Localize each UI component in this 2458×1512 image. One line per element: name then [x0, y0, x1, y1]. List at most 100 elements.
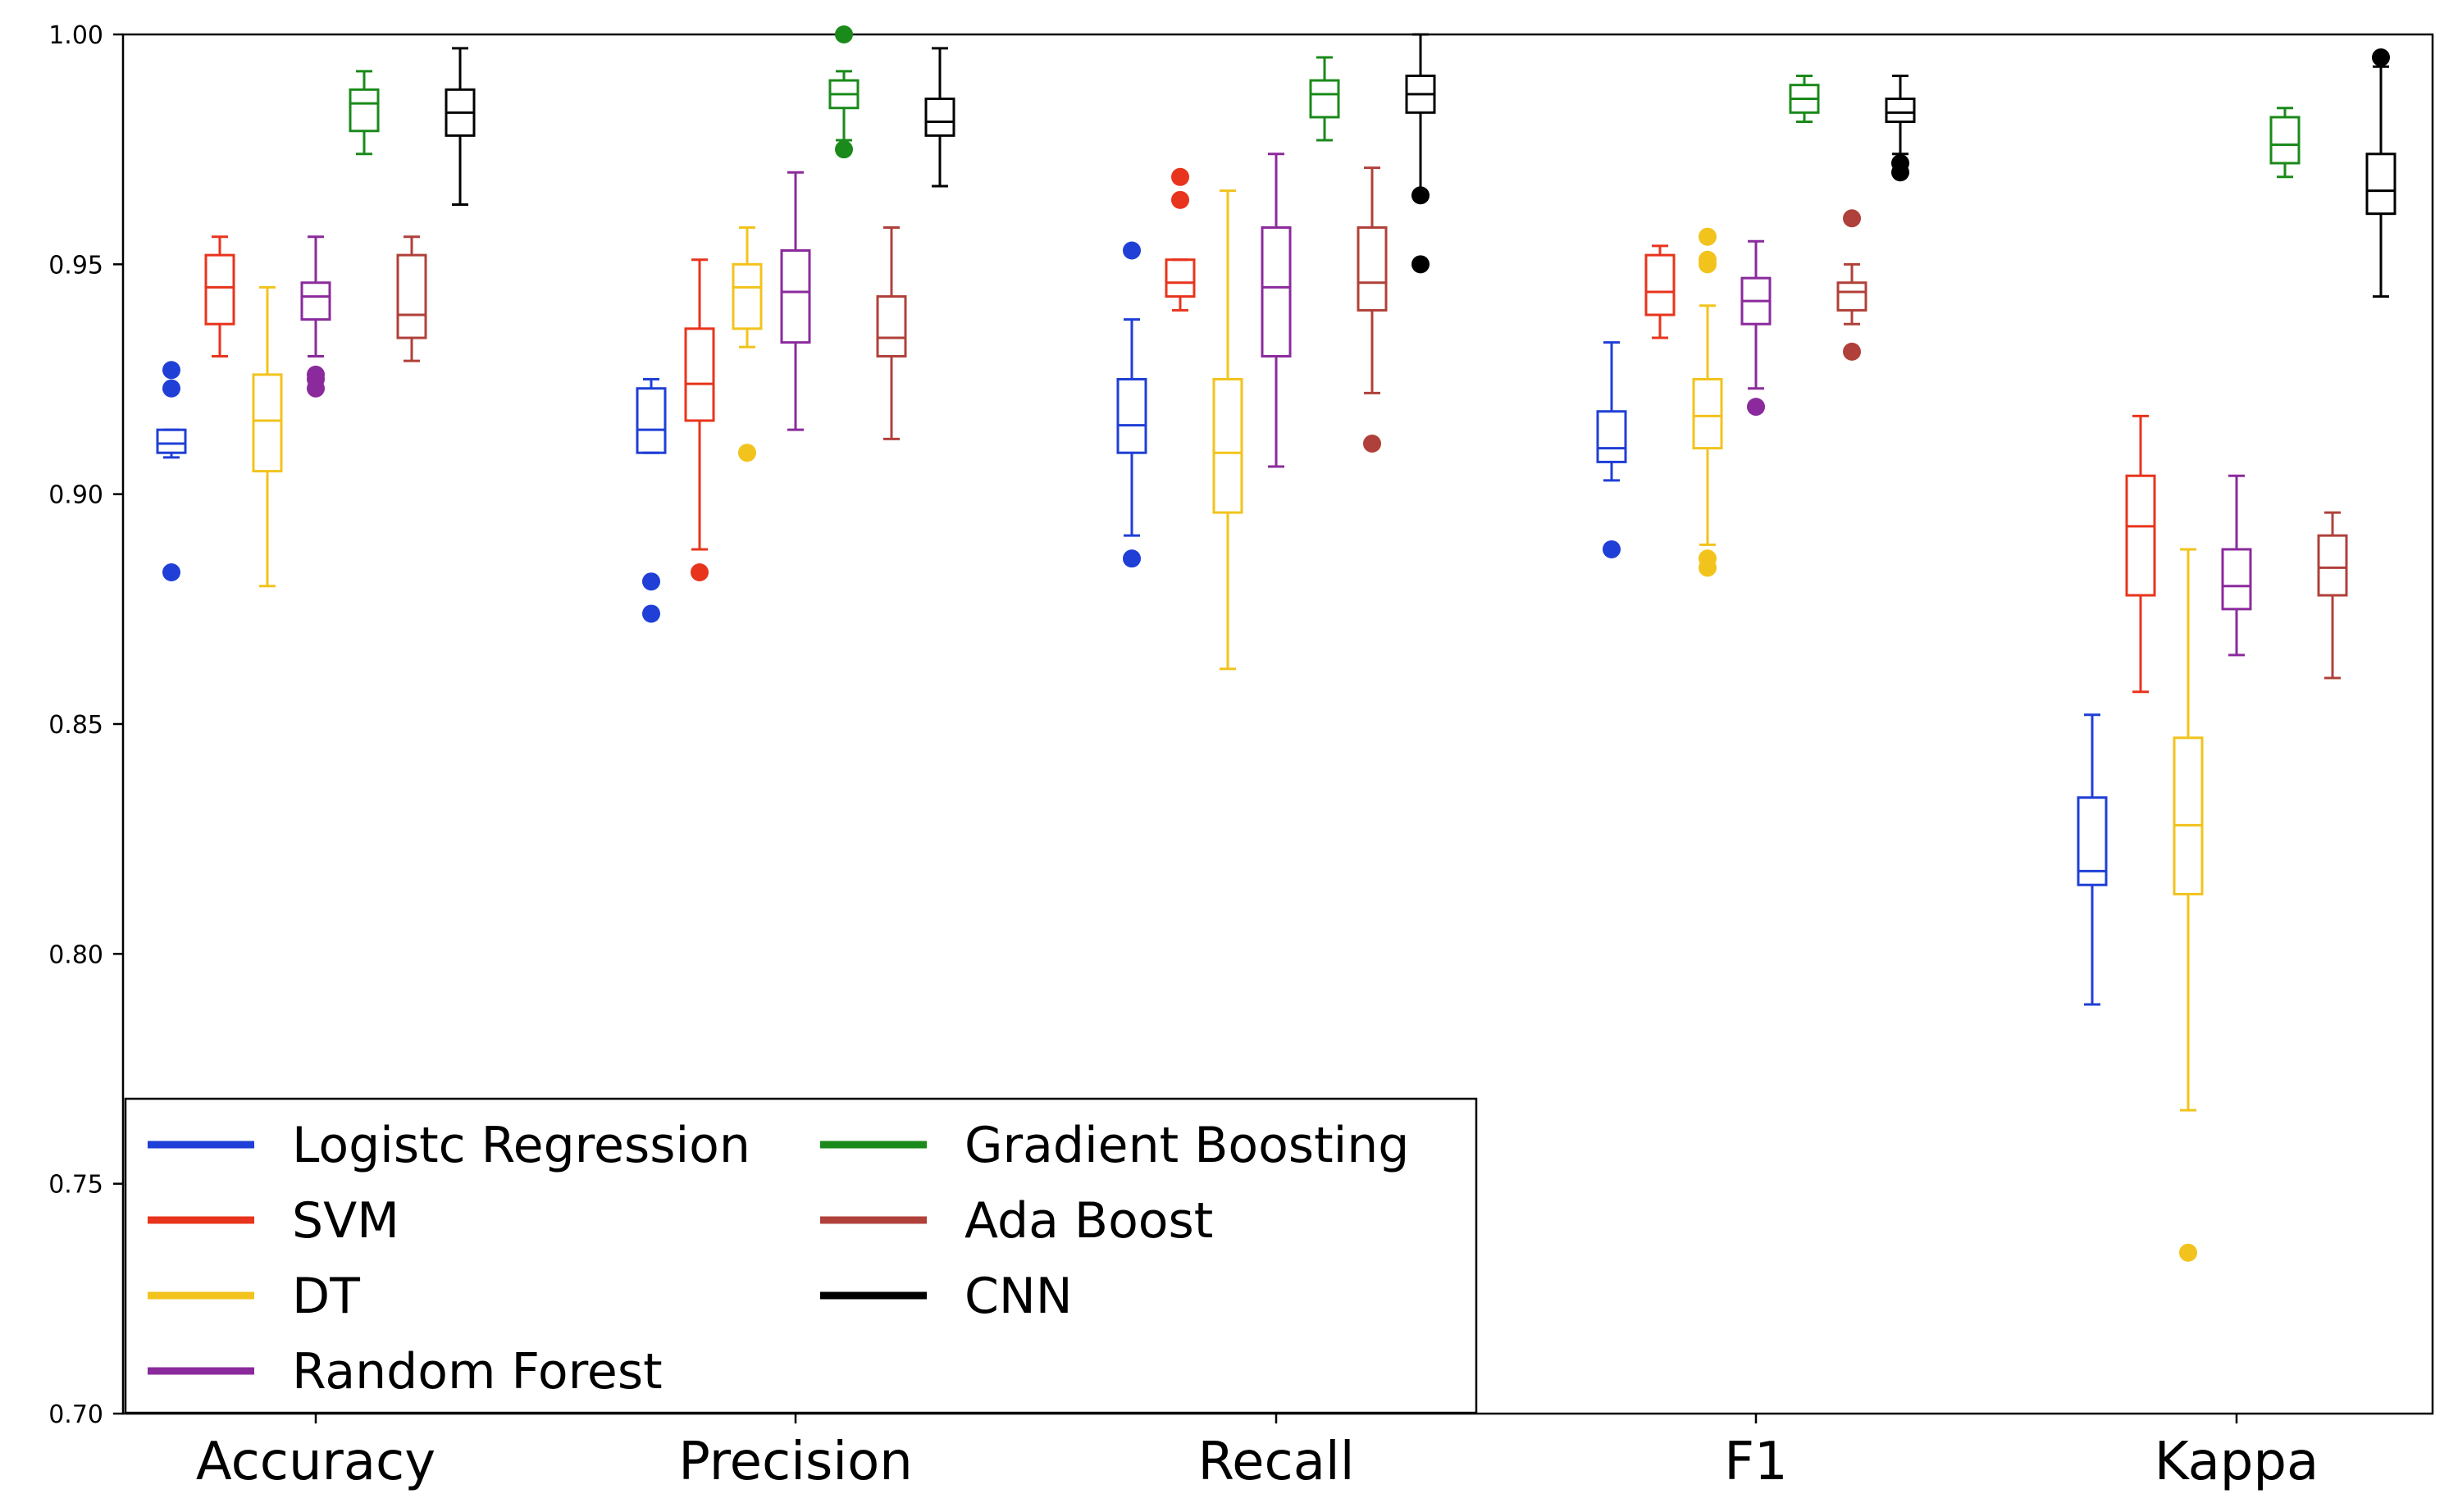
box-iqr [636, 387, 667, 454]
box-accuracy [396, 235, 427, 362]
box-series-group [156, 25, 2396, 1262]
box-iqr [684, 327, 715, 422]
y-tick-label: 0.85 [48, 711, 103, 740]
box-recall [1165, 167, 1196, 312]
box-iqr [1212, 378, 1243, 514]
box-iqr [876, 295, 907, 358]
box-recall [1261, 153, 1292, 468]
box-precision [924, 47, 955, 188]
outlier-point [1123, 549, 1141, 568]
box-iqr [2269, 116, 2301, 165]
legend-label: Logistc Regression [292, 1117, 750, 1174]
box-iqr [2317, 534, 2348, 597]
legend-item-dt: DT [148, 1268, 360, 1325]
box-precision [876, 225, 907, 440]
box-kappa [2125, 414, 2156, 694]
outlier-point [1843, 342, 1861, 361]
outlier-point [835, 140, 853, 159]
outlier-point [642, 604, 660, 623]
y-tick-label: 0.80 [48, 940, 103, 969]
outlier-point [1699, 255, 1717, 274]
box-accuracy [300, 235, 331, 398]
box-recall [1405, 33, 1436, 274]
outlier-point [1699, 558, 1717, 577]
series-cnn [445, 33, 2396, 298]
legend-item-logistc-regression: Logistc Regression [148, 1117, 750, 1174]
box-precision [636, 378, 667, 623]
outlier-point [307, 379, 325, 398]
outlier-point [1891, 163, 1909, 182]
box-iqr [349, 88, 380, 133]
box-kappa [2077, 713, 2108, 1006]
box-iqr [1357, 225, 1388, 312]
outlier-point [738, 444, 756, 462]
box-iqr [780, 249, 811, 344]
box-iqr [2125, 474, 2156, 597]
outlier-point [2179, 1243, 2197, 1262]
box-iqr [732, 262, 763, 330]
box-f1 [1885, 74, 1916, 182]
box-f1 [1692, 227, 1723, 577]
box-iqr [1836, 281, 1867, 312]
legend-item-gradient-boosting: Gradient Boosting [820, 1117, 1409, 1174]
legend: Logistc Regression SVM DT Random Forest Grad… [124, 1097, 1478, 1414]
box-iqr [1596, 410, 1627, 463]
box-iqr [1116, 378, 1147, 454]
legend-label: SVM [292, 1192, 399, 1250]
outlier-point [162, 379, 180, 398]
y-tick-label: 1.00 [48, 21, 103, 50]
series-ada-boost [396, 166, 2348, 680]
x-tick-label-recall: Recall [1198, 1432, 1355, 1492]
box-f1 [1789, 74, 1820, 124]
box-f1 [1596, 341, 1627, 558]
y-tick-label: 0.90 [48, 481, 103, 510]
box-iqr [204, 253, 235, 326]
y-tick-label: 0.75 [48, 1171, 103, 1200]
series-random-forest [300, 153, 2252, 657]
box-precision [828, 25, 860, 159]
outlier-point [1411, 255, 1430, 274]
x-axis: Accuracy Precision Recall F1 Kappa [196, 1414, 2319, 1492]
series-dt [252, 189, 2204, 1262]
series-logistc-regression [156, 241, 2108, 1006]
outlier-point [1747, 398, 1765, 417]
outlier-point [1363, 434, 1381, 453]
y-axis: 0.70 0.75 0.80 0.85 0.90 0.95 1.00 [48, 21, 123, 1429]
outlier-point [835, 25, 853, 43]
x-tick-label-accuracy: Accuracy [196, 1432, 436, 1492]
box-recall [1212, 189, 1243, 671]
box-accuracy [445, 47, 476, 206]
box-iqr [2077, 796, 2108, 886]
legend-label: Random Forest [292, 1343, 663, 1400]
box-iqr [156, 428, 187, 454]
legend-item-ada-boost: Ada Boost [820, 1192, 1213, 1250]
box-kappa [2221, 474, 2252, 657]
y-tick-label: 0.70 [48, 1400, 103, 1429]
box-iqr [924, 97, 955, 137]
legend-item-cnn: CNN [820, 1268, 1073, 1325]
box-accuracy [252, 285, 283, 588]
legend-item-random-forest: Random Forest [148, 1343, 663, 1400]
box-precision [684, 258, 715, 581]
outlier-point [1843, 209, 1861, 228]
box-iqr [1644, 253, 1676, 317]
box-kappa [2317, 511, 2348, 680]
outlier-point [2372, 48, 2390, 67]
box-iqr [2365, 153, 2396, 216]
box-kappa [2365, 48, 2396, 298]
box-iqr [252, 373, 283, 473]
outlier-point [1171, 190, 1189, 209]
box-iqr [1165, 258, 1196, 298]
series-gradient-boosting [349, 25, 2301, 179]
box-accuracy [156, 361, 187, 581]
box-precision [732, 225, 763, 462]
box-iqr [1885, 97, 1916, 124]
legend-label: DT [292, 1268, 360, 1325]
outlier-point [691, 562, 709, 581]
legend-box [124, 1097, 1478, 1414]
box-iqr [1261, 225, 1292, 358]
box-iqr [2221, 548, 2252, 611]
x-tick-label-precision: Precision [678, 1432, 913, 1492]
y-tick-label: 0.95 [48, 251, 103, 280]
